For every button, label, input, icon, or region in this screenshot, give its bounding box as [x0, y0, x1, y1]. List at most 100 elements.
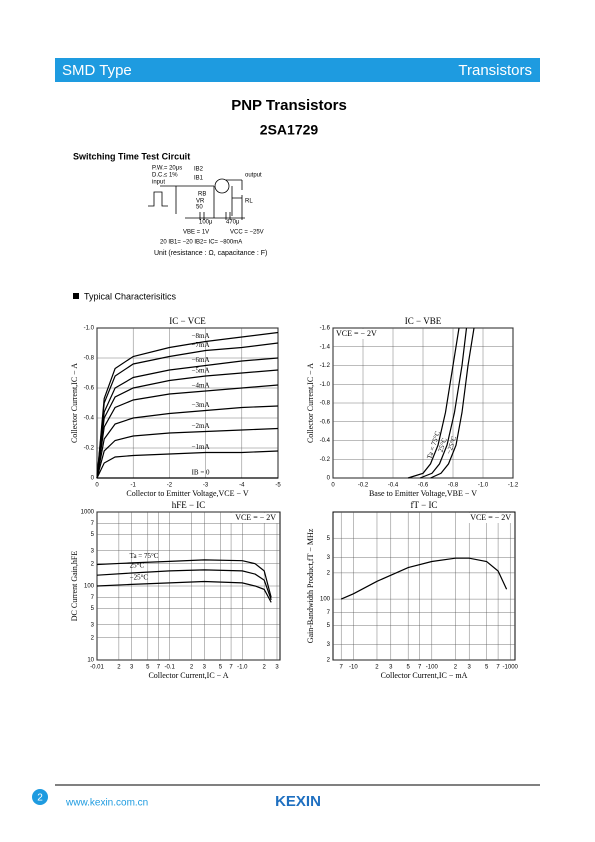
y-tick-label: 5: [91, 532, 95, 538]
x-tick-label: 2: [263, 665, 267, 671]
y-tick-label: 10: [87, 658, 94, 664]
data-line: [96, 384, 279, 479]
y-tick-label: -1.0: [84, 326, 95, 332]
circuit: Switching Time Test Circuit P.W.= 20μs D…: [73, 151, 267, 256]
annotation-box: [228, 513, 278, 523]
x-tick-label: 7: [496, 665, 500, 671]
circuit-label: input: [152, 180, 165, 186]
circuit-label: P.W.= 20μs: [152, 166, 182, 172]
x-tick-label: -0.2: [358, 483, 369, 489]
data-line: [430, 327, 475, 479]
plot-frame: [332, 511, 516, 661]
doc-title: PNP Transistors: [231, 97, 347, 114]
data-line: [96, 369, 279, 479]
y-tick-label: -0.8: [320, 401, 331, 407]
x-tick-label: 2: [375, 665, 379, 671]
circuit-label: IB1: [194, 176, 204, 182]
annotation: VCE = − 2V: [336, 329, 377, 338]
y-tick-label: 1000: [81, 510, 95, 516]
circuit-label: 50: [196, 205, 203, 211]
y-tick-label: 100: [84, 584, 95, 590]
x-tick-label: -1.0: [478, 483, 489, 489]
x-tick-label: 5: [219, 665, 223, 671]
data-line: [340, 557, 508, 600]
section-title: Typical Characterisitics: [84, 291, 177, 301]
data-line: [96, 342, 279, 479]
y-tick-label: -0.4: [320, 438, 331, 444]
charts: 0 -1 -2 -3 -4 -5 0 -0.2 -0.4 -0.6 -0.8 -1.0 IC − VCE…: [70, 316, 519, 680]
series-label: −5mA: [192, 367, 210, 375]
y-tick-label: 2: [327, 570, 331, 576]
y-tick-label: 3: [327, 642, 331, 648]
part-number: 2SA1729: [260, 122, 319, 138]
x-tick-label: 3: [468, 665, 472, 671]
page-badge: [32, 789, 48, 805]
x-tick-label: -3: [203, 483, 209, 489]
x-tick-label: 7: [229, 665, 233, 671]
data-line: [96, 405, 279, 479]
page-number: 2: [37, 793, 43, 804]
circuit-label: VCC = −25V: [230, 230, 264, 236]
y-tick-label: 2: [327, 658, 331, 664]
header-right: Transistors: [458, 62, 532, 79]
x-axis-title: Collector Current,IC − mA: [381, 671, 468, 680]
footer-url: www.kexin.com.cn: [65, 798, 148, 809]
y-tick-label: -0.2: [320, 457, 331, 463]
x-tick-label: 0: [95, 483, 99, 489]
plot-frame: [96, 327, 279, 479]
bullet: [73, 293, 79, 299]
x-tick-label: -10: [349, 665, 358, 671]
x-tick-label: -5: [275, 483, 281, 489]
x-tick-label: -0.6: [418, 483, 429, 489]
annotation: VCE = − 2V: [470, 513, 511, 522]
data-line: [407, 327, 460, 479]
y-tick-label: -0.6: [84, 386, 95, 392]
x-tick-label: 3: [130, 665, 134, 671]
circuit-label: RL: [245, 199, 253, 205]
y-tick-label: 2: [91, 561, 95, 567]
data-line: [96, 450, 279, 479]
circuit-wires: [148, 179, 245, 220]
y-tick-label: 0: [91, 476, 95, 482]
x-tick-label: 5: [407, 665, 411, 671]
annotation-box: [463, 513, 513, 523]
x-tick-label: 0: [331, 483, 335, 489]
y-tick-label: 7: [91, 521, 95, 527]
data-line: [96, 427, 279, 479]
x-tick-label: -1.0: [237, 665, 248, 671]
y-tick-label: 5: [327, 536, 331, 542]
circuit-label: 100μ: [199, 220, 213, 226]
y-tick-label: -1.6: [320, 326, 331, 332]
series-label: −6mA: [192, 356, 210, 364]
y-tick-label: 5: [327, 623, 331, 629]
series-label: −2mA: [192, 422, 210, 430]
x-tick-label: 7: [418, 665, 422, 671]
series-label: Ta = 75°C: [130, 552, 159, 560]
series-label: IB = 0: [192, 469, 210, 477]
x-tick-label: 5: [146, 665, 150, 671]
x-tick-label: -0.1: [164, 665, 175, 671]
series-label: −3mA: [192, 401, 210, 409]
y-tick-label: -0.4: [84, 416, 95, 422]
circuit-unit: Unit (resistance : Ω, capacitance : F): [154, 250, 267, 257]
y-tick-label: 3: [91, 548, 95, 554]
x-tick-label: 2: [454, 665, 458, 671]
series-label: −25°C: [130, 574, 149, 582]
circuit-label: D.C.≤ 1%: [152, 173, 178, 179]
data-line: [96, 331, 279, 479]
x-tick-label: 7: [157, 665, 161, 671]
x-axis-title: Collector to Emitter Voltage,VCE − V: [126, 489, 249, 498]
circuit-title: Switching Time Test Circuit: [73, 151, 190, 161]
x-tick-label: 3: [275, 665, 279, 671]
data-line: [96, 559, 272, 598]
x-tick-label: -0.01: [90, 665, 104, 671]
y-axis-title: Gain-Bandwidth Product,fT − MHz: [306, 528, 315, 643]
x-axis-title: Collector Current,IC − A: [148, 671, 228, 680]
data-line: [96, 569, 272, 601]
x-tick-label: -4: [239, 483, 245, 489]
brand: KEXIN: [275, 793, 321, 810]
y-tick-label: -1.0: [320, 382, 331, 388]
header-bar: [55, 58, 540, 82]
y-tick-label: -0.2: [84, 446, 95, 452]
